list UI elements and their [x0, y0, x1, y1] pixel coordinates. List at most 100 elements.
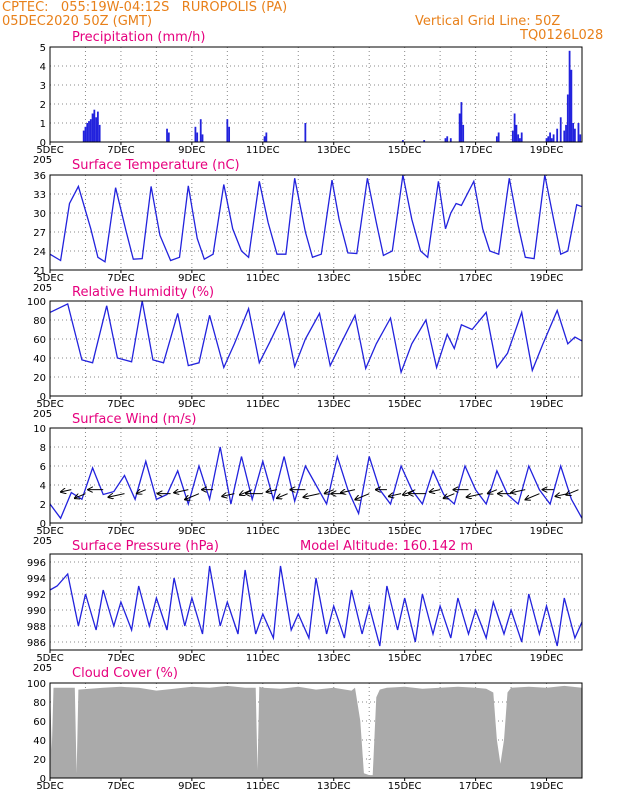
y-tick-label: 992	[27, 590, 46, 601]
wind-arrow	[304, 494, 320, 497]
x-tick-label: 7DEC	[107, 399, 134, 410]
y-tick-label: 80	[33, 698, 46, 709]
wind-arrow	[185, 493, 200, 500]
panel-3: Surface Wind (m/s) 0 2 4 6 8 10 5DEC 7DEC 9DEC 11D…	[33, 412, 583, 547]
precip-bar	[511, 130, 514, 142]
precip-bar	[88, 121, 90, 142]
panel-frame	[49, 553, 583, 651]
x-tick-label: 15DEC	[388, 781, 422, 792]
panel-4: Surface Pressure (hPa) Model Altitude: 16…	[27, 539, 583, 674]
precip-bar	[423, 140, 426, 142]
panel-year-fragment: 205	[33, 409, 52, 420]
y-tick-label: 33	[33, 190, 46, 201]
y-tick-label: 60	[33, 335, 46, 346]
precip-bar	[194, 126, 197, 142]
x-tick-label: 17DEC	[459, 526, 493, 537]
panel-annotation: Model Altitude: 160.142 m	[300, 539, 473, 554]
series-line	[49, 565, 583, 647]
precip-bar	[515, 124, 518, 142]
precip-bar	[579, 134, 582, 142]
precip-bar	[570, 69, 573, 142]
panel-title: Surface Wind (m/s)	[72, 412, 196, 427]
panel-year-fragment: 205	[33, 663, 52, 674]
x-tick-label: 19DEC	[530, 653, 564, 664]
x-tick-label: 19DEC	[530, 399, 564, 410]
panel-0: Precipitation (mm/h) 0 1 2 3 4 5 5DEC 7DEC 9DEC 11…	[33, 30, 583, 166]
precip-bar	[96, 111, 99, 142]
precip-bar	[556, 128, 559, 142]
precip-bar	[547, 136, 550, 142]
wind-arrow	[430, 490, 441, 492]
wind-arrow	[444, 493, 455, 498]
y-tick-label: 24	[33, 247, 46, 258]
precip-bar	[228, 126, 231, 142]
x-tick-label: 9DEC	[178, 145, 205, 156]
y-tick-label: 986	[27, 638, 46, 649]
x-tick-label: 9DEC	[178, 653, 205, 664]
y-tick-label: 80	[33, 316, 46, 327]
y-tick-label: 40	[33, 354, 46, 365]
x-tick-label: 7DEC	[107, 273, 134, 284]
wind-arrow	[556, 494, 568, 497]
x-tick-label: 5DEC	[36, 399, 63, 410]
y-tick-label: 5	[40, 43, 46, 54]
precip-bar	[550, 138, 553, 142]
header-code: TQ0126L028	[520, 28, 604, 43]
x-tick-label: 11DEC	[246, 145, 280, 156]
panel-frame	[49, 300, 583, 397]
x-tick-label: 5DEC	[36, 273, 63, 284]
precip-bar	[552, 134, 555, 142]
precip-bar	[520, 132, 523, 142]
x-tick-label: 13DEC	[317, 145, 351, 156]
x-tick-label: 13DEC	[317, 653, 351, 664]
x-tick-label: 19DEC	[530, 526, 564, 537]
precip-bar	[86, 123, 89, 142]
wind-arrow	[61, 490, 72, 492]
series-line	[49, 446, 583, 520]
wind-arrow	[511, 490, 526, 493]
y-tick-label: 990	[27, 606, 46, 617]
precip-bar	[449, 138, 452, 142]
y-tick-label: 0	[40, 138, 46, 149]
x-tick-label: 15DEC	[388, 145, 422, 156]
precip-bar	[497, 132, 500, 142]
panel-frame	[49, 174, 583, 271]
x-tick-label: 11DEC	[246, 273, 280, 284]
y-tick-label: 4	[40, 62, 46, 73]
x-tick-label: 15DEC	[388, 653, 422, 664]
precip-bar	[95, 117, 98, 142]
precip-bar	[446, 136, 449, 142]
panel-1: Surface Temperature (nC) 21 24 27 30 33 36 5DEC…	[33, 158, 583, 294]
precip-bar	[265, 132, 268, 142]
y-tick-label: 30	[33, 209, 46, 220]
y-tick-label: 20	[33, 373, 46, 384]
wind-arrow	[467, 494, 483, 497]
precip-bar	[513, 113, 516, 142]
panel-5: Cloud Cover (%) 0 20 40 60 80 100 5DEC 7DEC 9DEC 1…	[27, 666, 583, 792]
x-tick-label: 15DEC	[388, 526, 422, 537]
precip-bar	[201, 134, 204, 142]
x-tick-label: 17DEC	[459, 781, 493, 792]
precip-bar	[566, 94, 569, 142]
precip-bar	[167, 132, 170, 142]
wind-arrow	[566, 489, 579, 495]
panel-frame	[49, 46, 583, 143]
precip-bar	[572, 123, 575, 142]
precip-bar	[563, 130, 566, 142]
y-tick-label: 27	[33, 228, 46, 239]
header-grid-note: Vertical Grid Line: 50Z	[415, 14, 561, 29]
cloud-area	[50, 685, 582, 778]
panel-year-fragment: 205	[33, 155, 52, 166]
x-tick-label: 11DEC	[246, 526, 280, 537]
x-tick-label: 7DEC	[107, 526, 134, 537]
x-tick-label: 5DEC	[36, 781, 63, 792]
x-tick-label: 11DEC	[246, 781, 280, 792]
y-tick-label: 2	[40, 100, 46, 111]
precip-bar	[559, 117, 562, 142]
y-tick-label: 3	[40, 81, 46, 92]
y-tick-label: 994	[27, 574, 46, 585]
panel-title: Surface Pressure (hPa)	[72, 539, 219, 554]
wind-arrow	[109, 494, 125, 497]
x-tick-label: 5DEC	[36, 145, 63, 156]
